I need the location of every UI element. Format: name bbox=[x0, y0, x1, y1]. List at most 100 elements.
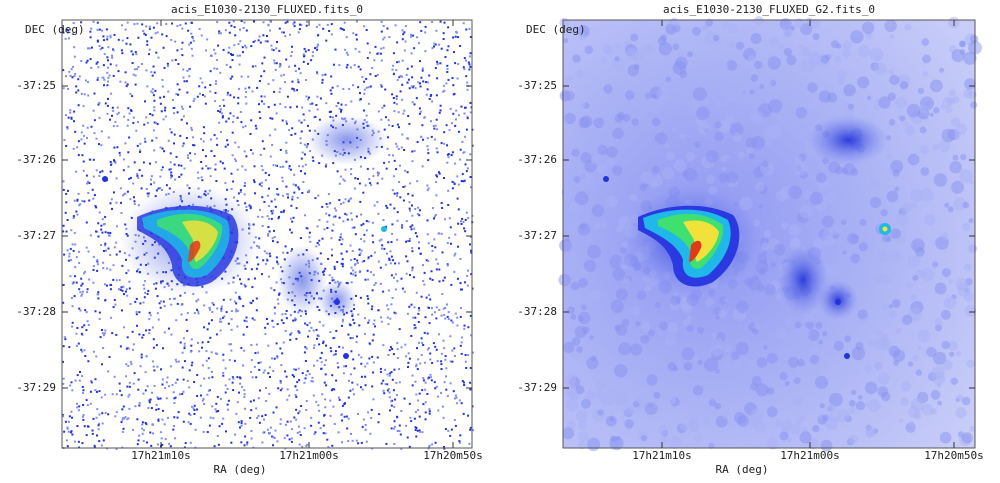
noise-pixel bbox=[417, 206, 420, 209]
mottle bbox=[581, 304, 587, 311]
noise-pixel bbox=[316, 359, 319, 362]
noise-pixel bbox=[463, 57, 466, 60]
noise-pixel bbox=[129, 198, 132, 201]
noise-pixel bbox=[266, 40, 269, 43]
noise-pixel bbox=[170, 333, 173, 336]
noise-pixel bbox=[233, 300, 236, 303]
noise-pixel bbox=[65, 439, 68, 442]
mottle bbox=[842, 250, 847, 255]
noise-pixel bbox=[323, 381, 326, 384]
mottle bbox=[726, 92, 736, 103]
noise-pixel bbox=[188, 369, 191, 372]
noise-pixel bbox=[96, 269, 99, 272]
noise-pixel bbox=[330, 248, 333, 251]
mottle bbox=[861, 21, 875, 34]
noise-pixel bbox=[297, 330, 300, 333]
noise-pixel bbox=[294, 385, 297, 388]
noise-pixel bbox=[104, 244, 107, 247]
noise-pixel bbox=[75, 281, 78, 284]
noise-pixel bbox=[109, 118, 111, 121]
noise-pixel bbox=[106, 71, 109, 74]
noise-pixel bbox=[84, 355, 87, 357]
mottle bbox=[630, 33, 639, 42]
noise-pixel bbox=[203, 326, 206, 329]
noise-pixel bbox=[342, 28, 345, 31]
mottle bbox=[899, 81, 909, 90]
noise-pixel bbox=[443, 446, 445, 448]
noise-pixel bbox=[327, 258, 330, 260]
noise-pixel bbox=[79, 291, 82, 294]
mottle bbox=[750, 110, 764, 124]
mottle bbox=[907, 361, 914, 367]
noise-pixel bbox=[380, 382, 383, 385]
noise-pixel bbox=[345, 213, 348, 216]
noise-pixel bbox=[393, 405, 396, 408]
noise-pixel bbox=[214, 168, 217, 171]
noise-pixel bbox=[351, 388, 354, 391]
noise-pixel bbox=[205, 165, 208, 167]
noise-pixel bbox=[458, 440, 461, 443]
noise-pixel bbox=[463, 135, 466, 138]
noise-pixel bbox=[325, 39, 328, 42]
noise-pixel bbox=[460, 307, 462, 310]
noise-pixel bbox=[152, 65, 155, 68]
noise-pixel bbox=[214, 82, 217, 85]
noise-pixel bbox=[360, 224, 363, 227]
noise-pixel bbox=[276, 323, 279, 326]
noise-pixel bbox=[241, 51, 244, 54]
noise-pixel bbox=[366, 57, 369, 59]
noise-pixel bbox=[470, 251, 473, 254]
noise-pixel bbox=[62, 87, 65, 90]
mottle bbox=[820, 361, 828, 369]
noise-pixel bbox=[247, 278, 250, 281]
noise-pixel bbox=[279, 389, 282, 392]
mottle bbox=[822, 331, 828, 337]
noise-pixel bbox=[353, 258, 356, 260]
noise-pixel bbox=[62, 31, 65, 34]
mottle bbox=[788, 224, 802, 237]
noise-pixel bbox=[261, 273, 263, 276]
noise-pixel bbox=[404, 40, 407, 43]
mottle bbox=[612, 127, 624, 140]
noise-pixel bbox=[182, 337, 185, 340]
noise-pixel bbox=[299, 142, 302, 145]
mottle bbox=[657, 36, 667, 46]
noise-pixel bbox=[453, 355, 456, 357]
noise-pixel bbox=[110, 163, 113, 166]
noise-pixel bbox=[213, 445, 216, 448]
noise-pixel bbox=[366, 295, 369, 298]
noise-pixel bbox=[183, 167, 186, 170]
noise-pixel bbox=[341, 441, 343, 444]
noise-pixel bbox=[324, 359, 327, 362]
noise-pixel bbox=[243, 184, 246, 187]
mottle bbox=[570, 281, 580, 291]
mottle bbox=[820, 55, 830, 64]
noise-pixel bbox=[128, 407, 131, 410]
noise-pixel bbox=[444, 56, 447, 58]
mottle bbox=[766, 352, 778, 364]
noise-pixel bbox=[318, 23, 321, 26]
noise-pixel bbox=[457, 63, 460, 66]
noise-pixel bbox=[288, 167, 291, 170]
mottle bbox=[572, 54, 581, 63]
noise-pixel bbox=[175, 319, 178, 322]
noise-pixel bbox=[209, 70, 212, 73]
noise-pixel bbox=[380, 30, 383, 33]
noise-pixel bbox=[444, 307, 447, 309]
mottle bbox=[751, 136, 765, 150]
noise-pixel bbox=[238, 295, 241, 298]
noise-pixel bbox=[380, 59, 383, 62]
noise-pixel bbox=[316, 48, 319, 51]
noise-pixel bbox=[294, 70, 297, 73]
noise-pixel bbox=[301, 445, 304, 448]
noise-pixel bbox=[62, 345, 65, 348]
noise-pixel bbox=[104, 329, 107, 332]
mottle bbox=[601, 44, 612, 54]
noise-pixel bbox=[307, 62, 309, 65]
noise-pixel bbox=[449, 382, 452, 385]
noise-pixel bbox=[431, 100, 433, 103]
noise-pixel bbox=[260, 75, 263, 78]
noise-pixel bbox=[316, 108, 319, 111]
noise-pixel bbox=[424, 418, 427, 421]
noise-pixel bbox=[76, 213, 79, 216]
